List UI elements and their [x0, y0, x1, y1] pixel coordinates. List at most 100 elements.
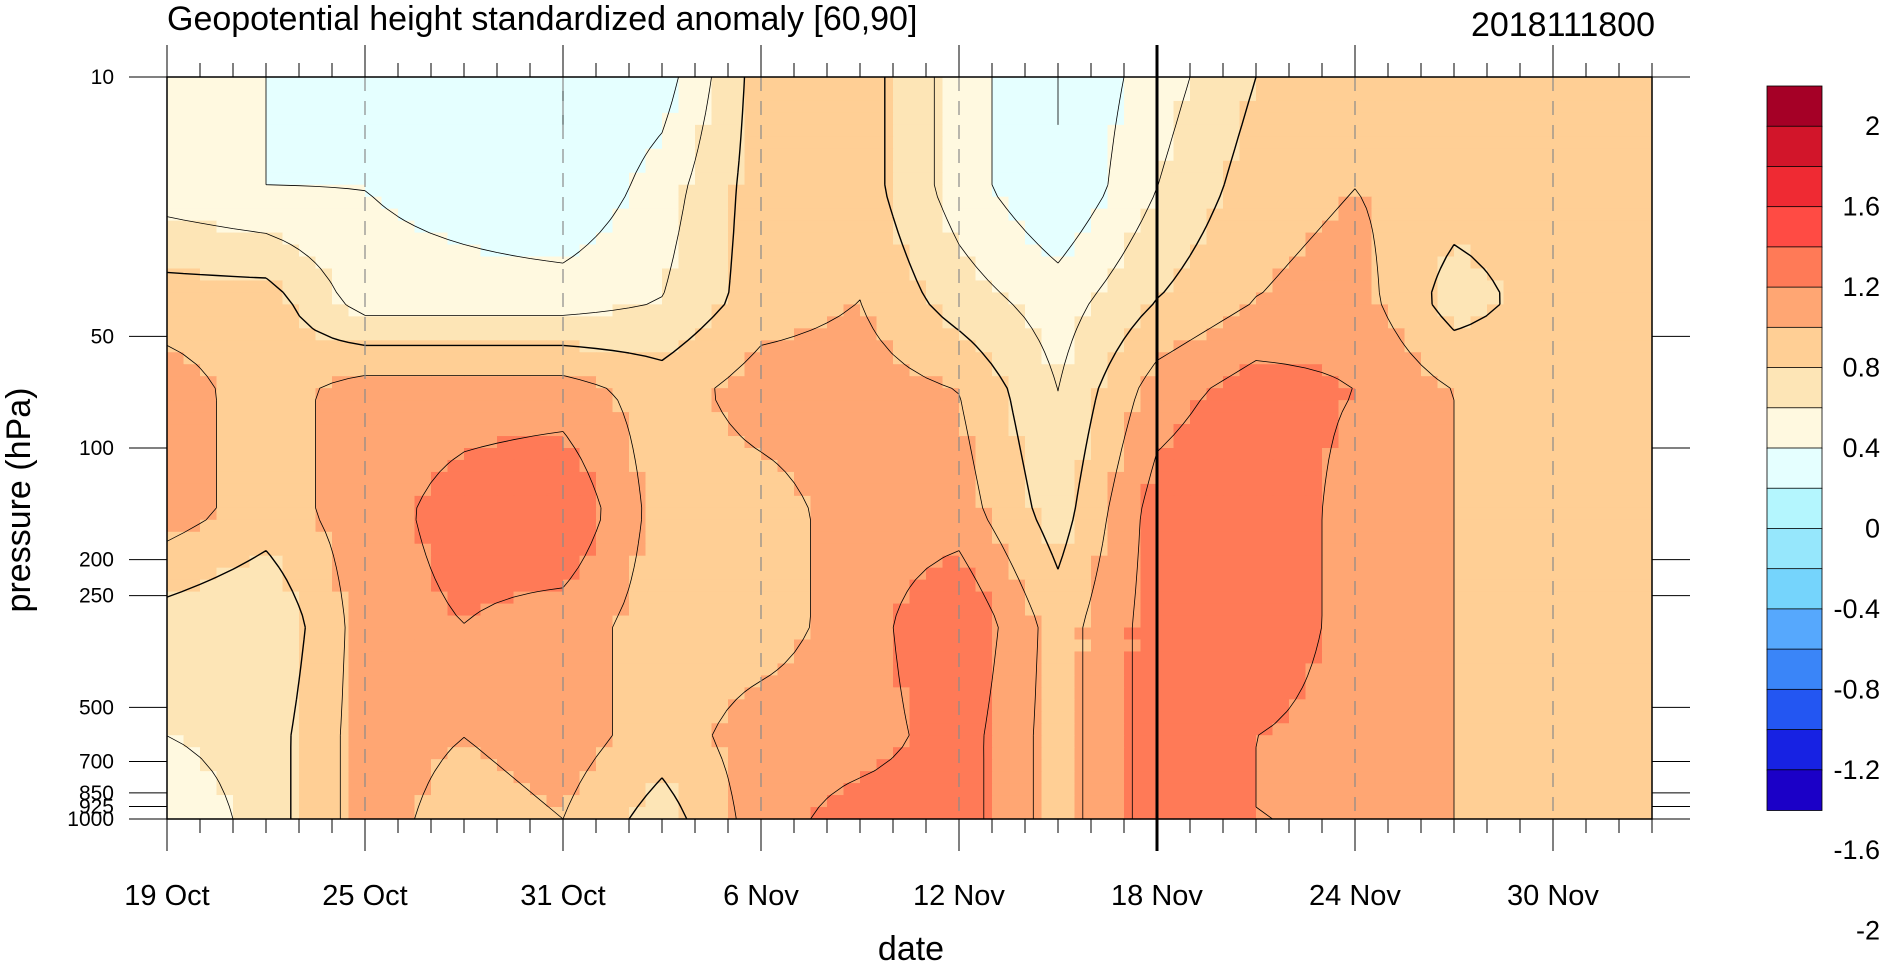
field-cell	[926, 651, 944, 665]
field-cell	[299, 136, 317, 150]
field-cell	[1272, 364, 1290, 377]
field-cell	[909, 651, 927, 665]
field-cell	[1190, 100, 1208, 114]
field-cell	[299, 268, 317, 282]
field-cell	[1206, 483, 1224, 497]
field-cell	[744, 280, 762, 294]
field-cell	[1437, 244, 1455, 258]
field-cell	[1058, 124, 1076, 138]
field-cell	[596, 304, 614, 317]
field-cell	[1371, 436, 1389, 449]
field-cell	[695, 124, 713, 138]
field-cell	[167, 388, 185, 401]
field-cell	[530, 639, 548, 653]
field-cell	[761, 555, 779, 569]
field-cell	[612, 77, 630, 90]
field-cell	[794, 615, 812, 629]
field-cell	[1173, 388, 1191, 401]
field-cell	[332, 483, 350, 497]
field-cell	[200, 471, 218, 485]
field-cell	[365, 519, 383, 533]
field-cell	[711, 424, 729, 437]
field-cell	[761, 244, 779, 258]
field-cell	[167, 627, 185, 641]
field-cell	[1190, 507, 1208, 521]
field-cell	[1602, 388, 1620, 401]
field-cell	[1289, 603, 1307, 617]
field-cell	[233, 328, 251, 341]
field-cell	[1239, 184, 1257, 198]
field-cell	[299, 711, 317, 724]
field-cell	[645, 292, 663, 305]
field-cell	[480, 591, 498, 605]
field-cell	[1157, 663, 1175, 676]
field-cell	[1206, 627, 1224, 641]
field-cell	[332, 651, 350, 665]
field-cell	[860, 124, 878, 138]
field-cell	[1404, 519, 1422, 533]
field-cell	[1272, 316, 1290, 329]
field-cell	[975, 591, 993, 605]
field-cell	[1586, 483, 1604, 497]
field-cell	[1190, 304, 1208, 317]
field-cell	[282, 663, 300, 676]
field-cell	[629, 256, 647, 270]
field-cell	[1140, 244, 1158, 258]
field-cell	[695, 244, 713, 258]
field-cell	[513, 579, 531, 593]
field-cell	[1074, 340, 1092, 353]
field-cell	[1371, 220, 1389, 234]
field-cell	[1140, 555, 1158, 569]
field-cell	[744, 88, 762, 102]
field-cell	[480, 711, 498, 724]
field-cell	[447, 555, 465, 569]
field-cell	[530, 220, 548, 234]
field-cell	[975, 100, 993, 114]
field-cell	[1041, 400, 1059, 413]
field-cell	[1190, 256, 1208, 270]
field-cell	[1635, 603, 1653, 617]
field-cell	[695, 663, 713, 676]
field-cell	[1025, 172, 1043, 186]
field-cell	[1190, 280, 1208, 294]
field-cell	[942, 603, 960, 617]
field-cell	[942, 364, 960, 377]
field-cell	[1338, 412, 1356, 425]
field-cell	[1025, 495, 1043, 509]
field-cell	[447, 172, 465, 186]
field-cell	[1635, 352, 1653, 365]
field-cell	[596, 388, 614, 401]
field-cell	[827, 687, 845, 700]
field-cell	[843, 160, 861, 174]
field-cell	[959, 160, 977, 174]
field-cell	[1437, 723, 1455, 736]
field-cell	[167, 663, 185, 676]
field-cell	[447, 208, 465, 222]
field-cell	[1503, 699, 1521, 712]
field-cell	[1025, 328, 1043, 341]
field-cell	[596, 711, 614, 724]
field-cell	[827, 112, 845, 126]
field-cell	[909, 352, 927, 365]
field-cell	[843, 687, 861, 700]
field-cell	[431, 352, 449, 365]
field-cell	[480, 627, 498, 641]
field-cell	[200, 675, 218, 688]
field-cell	[629, 603, 647, 617]
field-cell	[1256, 639, 1274, 653]
field-cell	[1190, 77, 1208, 90]
field-cell	[1289, 124, 1307, 138]
field-cell	[1388, 687, 1406, 700]
field-cell	[860, 495, 878, 509]
field-cell	[629, 424, 647, 437]
field-cell	[1355, 256, 1373, 270]
field-cell	[1058, 424, 1076, 437]
field-cell	[728, 340, 746, 353]
field-cell	[167, 400, 185, 413]
field-cell	[860, 663, 878, 676]
field-cell	[480, 328, 498, 341]
field-cell	[1272, 723, 1290, 736]
field-cell	[1338, 208, 1356, 222]
field-cell	[348, 148, 366, 162]
field-cell	[975, 268, 993, 282]
